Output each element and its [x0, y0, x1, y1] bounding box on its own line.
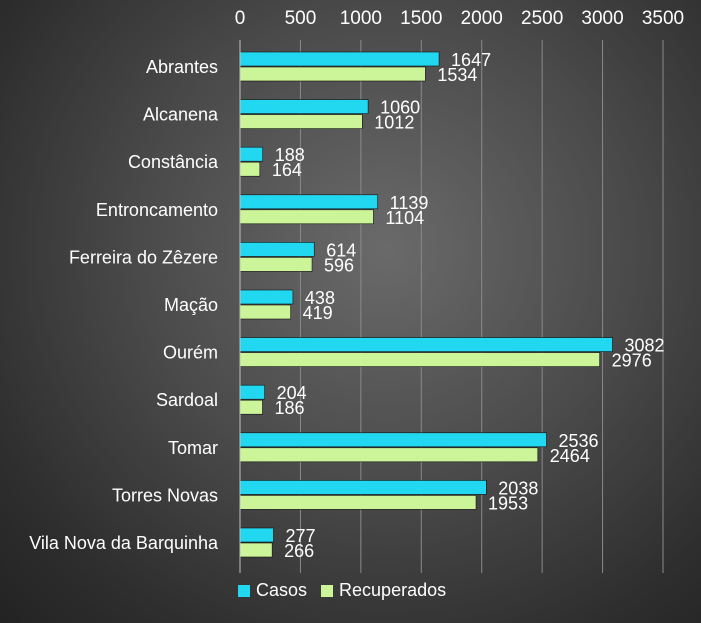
- bar-recuperados: [239, 304, 291, 320]
- x-tick-label: 2000: [461, 8, 503, 29]
- data-label: 438: [305, 288, 335, 308]
- category-label: Vila Nova da Barquinha: [29, 533, 219, 553]
- category-label: Constância: [128, 152, 219, 172]
- bar-recuperados: [239, 542, 273, 558]
- bar-casos: [239, 146, 264, 162]
- bar-casos: [239, 527, 274, 543]
- x-axis-ticks: 0 500 1000 1500 2000 2500 3000 3500: [235, 8, 684, 29]
- legend-item-recuperados: Recuperados: [321, 580, 446, 601]
- bar-recuperados: [239, 114, 363, 129]
- bar-casos: [239, 242, 315, 257]
- bar-recuperados: [239, 66, 426, 82]
- bar-recuperados: [239, 257, 313, 272]
- data-label: 2976: [612, 351, 652, 371]
- category-label: Alcanena: [143, 105, 219, 125]
- data-label: 1139: [390, 193, 429, 213]
- category-labels: Abrantes Alcanena Constância Entroncamento F…: [29, 57, 219, 553]
- category-label: Ferreira do Zêzere: [69, 247, 218, 267]
- data-label: 266: [284, 541, 314, 561]
- x-tick-label: 1000: [340, 8, 382, 29]
- data-label: 1534: [437, 65, 477, 85]
- legend-label-recuperados: Recuperados: [339, 580, 447, 600]
- x-tick-label: 2500: [521, 8, 563, 29]
- legend-swatch-recuperados: [321, 584, 334, 597]
- data-label: 277: [285, 526, 315, 546]
- bar-recuperados: [239, 447, 539, 463]
- data-label: 1104: [385, 208, 424, 228]
- bar-recuperados: [239, 352, 600, 367]
- category-label: Mação: [164, 295, 218, 315]
- category-label: Entroncamento: [96, 200, 218, 220]
- x-tick-label: 3500: [642, 8, 684, 29]
- x-tick-label: 1500: [400, 8, 442, 29]
- category-label: Abrantes: [146, 57, 218, 77]
- bar-recuperados: [239, 495, 477, 510]
- bar-casos: [239, 337, 613, 352]
- legend: Casos Recuperados: [238, 580, 446, 601]
- bar-casos: [239, 480, 487, 495]
- legend-swatch-casos: [238, 584, 250, 597]
- data-label: 419: [303, 303, 333, 323]
- bar-casos: [239, 51, 440, 67]
- bar-recuperados: [239, 209, 374, 225]
- bar-casos: [239, 432, 547, 448]
- legend-label-casos: Casos: [256, 580, 308, 600]
- category-label: Sardoal: [156, 390, 218, 410]
- data-label: 2536: [558, 431, 598, 451]
- legend-item-casos: Casos: [238, 580, 307, 601]
- x-tick-label: 0: [235, 8, 246, 29]
- x-tick-label: 3000: [581, 8, 623, 29]
- category-label: Torres Novas: [112, 485, 218, 505]
- bar-recuperados: [239, 161, 261, 177]
- bar-casos: [239, 289, 294, 305]
- data-label: 1012: [374, 113, 414, 133]
- data-label: 164: [272, 160, 302, 180]
- category-label: Tomar: [168, 438, 218, 458]
- data-label: 614: [326, 240, 356, 260]
- data-label: 1953: [488, 493, 528, 513]
- bar-casos: [239, 99, 369, 114]
- data-label: 2464: [550, 446, 590, 466]
- data-label: 204: [277, 383, 307, 403]
- data-label: 1647: [451, 50, 491, 70]
- data-label: 188: [275, 145, 305, 165]
- category-label: Ourém: [163, 343, 218, 363]
- bar-casos: [239, 384, 265, 400]
- data-label: 186: [274, 398, 304, 418]
- data-label: 1060: [380, 98, 420, 118]
- x-tick-label: 500: [285, 8, 317, 29]
- bar-recuperados: [239, 399, 263, 415]
- data-label: 2038: [498, 478, 538, 498]
- data-label: 3082: [624, 336, 664, 356]
- data-label: 596: [324, 255, 354, 275]
- bar-casos: [239, 194, 378, 210]
